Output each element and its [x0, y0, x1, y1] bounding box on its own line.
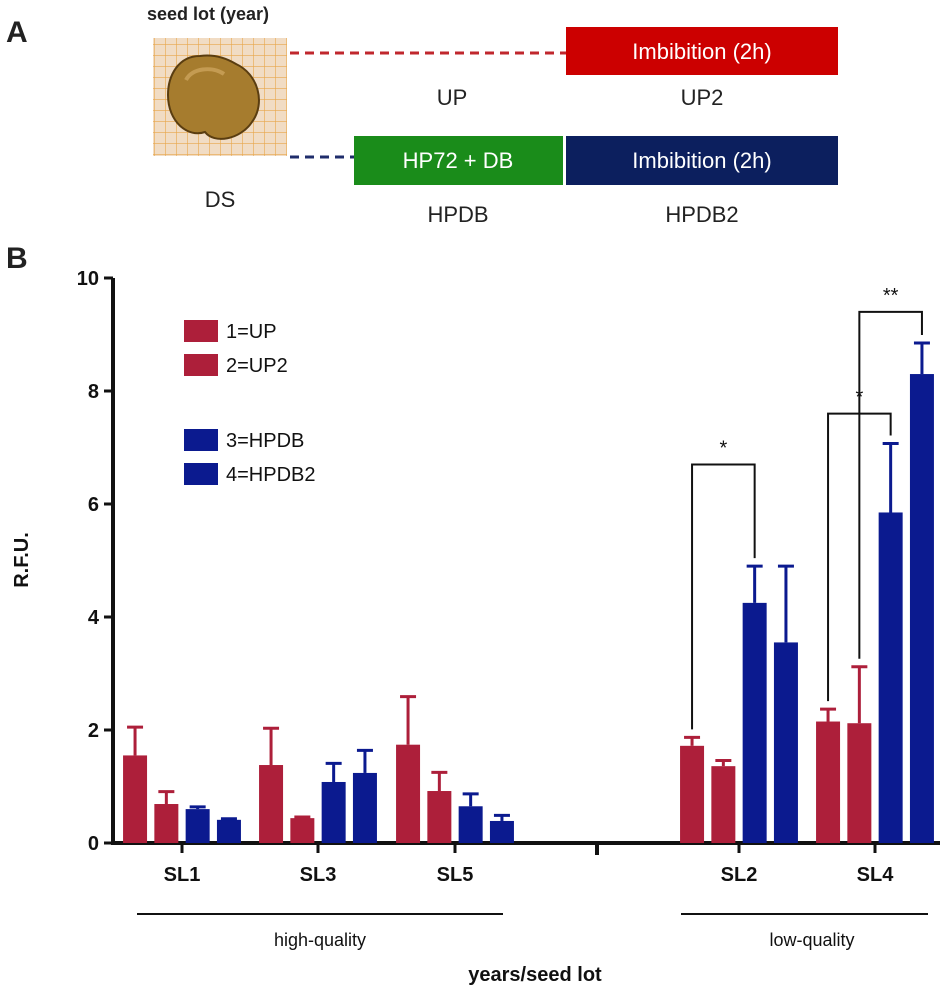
bracket-sl2-star: * — [719, 437, 727, 459]
up-bar — [680, 745, 705, 843]
hpdb2-bar — [352, 772, 377, 843]
ds-label: DS — [205, 187, 236, 212]
up-label: UP — [437, 85, 468, 110]
hpdb-bar — [878, 512, 903, 843]
hpdb-label: HPDB — [427, 202, 488, 227]
chart-axes — [111, 278, 940, 845]
up-bar — [396, 744, 421, 843]
y-axis-label: R.F.U. — [11, 532, 33, 588]
legend-swatch-up — [184, 320, 218, 342]
legend-swatch-hpdb2 — [184, 463, 218, 485]
x-tick-label: SL3 — [300, 864, 337, 886]
hp72-db-box — [354, 136, 563, 185]
panel-b-label: B — [6, 242, 28, 275]
y-tick-label: 4 — [88, 607, 100, 629]
up2-bar — [847, 723, 872, 843]
bracket-sl4-hpdb2-star: ** — [883, 285, 899, 307]
up2-label: UP2 — [681, 85, 724, 110]
bracket-sl4-hpdb2 — [858, 310, 923, 659]
legend-label-up: 1=UP — [226, 321, 277, 343]
x-tick-label: SL5 — [437, 864, 474, 886]
panel-a-label: A — [6, 16, 28, 49]
hpdb2-bar — [773, 642, 798, 843]
up2-bar — [154, 804, 179, 843]
imbibition-red-text: Imbibition (2h) — [632, 39, 771, 64]
seed-highlight — [184, 67, 226, 82]
hpdb2-bar — [489, 820, 514, 843]
hpdb2-bar — [909, 374, 934, 843]
legend-label-hpdb2: 4=HPDB2 — [226, 464, 316, 486]
chart-bars — [123, 341, 934, 843]
hpdb-bar — [321, 781, 346, 843]
high-quality-label: high-quality — [274, 930, 366, 950]
panel-a: A seed lot (year) DS Imbibition (2h) HP7… — [6, 4, 838, 227]
y-tick-label: 0 — [88, 833, 99, 855]
legend: 1=UP 2=UP2 3=HPDB 4=HPDB2 — [184, 320, 316, 486]
x-tick-label: SL4 — [857, 864, 895, 886]
up-bar — [816, 721, 841, 843]
chart-ticks: 0 2 4 6 8 10 SL1 SL3 SL5 SL2 SL4 — [77, 268, 894, 886]
seed-photo — [153, 38, 287, 156]
imbibition-red-box — [566, 27, 838, 75]
y-tick-label: 8 — [88, 381, 99, 403]
seed-lot-label: seed lot (year) — [147, 4, 269, 24]
low-quality-label: low-quality — [769, 930, 854, 950]
hpdb2-label: HPDB2 — [665, 202, 738, 227]
legend-label-up2: 2=UP2 — [226, 355, 288, 377]
x-tick-label: SL1 — [164, 864, 201, 886]
hpdb2-bar — [216, 819, 241, 843]
imbibition-blue-text: Imbibition (2h) — [632, 148, 771, 173]
y-tick-label: 6 — [88, 494, 99, 516]
y-tick-label: 10 — [77, 268, 99, 290]
up2-bar — [290, 818, 315, 843]
hpdb-bar — [742, 602, 767, 843]
legend-swatch-up2 — [184, 354, 218, 376]
x-tick-label: SL2 — [721, 864, 758, 886]
up2-bar — [427, 791, 452, 843]
hpdb-bar — [458, 806, 483, 843]
legend-swatch-hpdb — [184, 429, 218, 451]
up2-bar — [711, 766, 736, 843]
imbibition-blue-box — [566, 136, 838, 185]
up-bar — [259, 765, 284, 843]
up-bar — [123, 755, 148, 843]
bracket-sl2 — [691, 463, 756, 730]
hpdb-bar — [185, 809, 210, 843]
legend-label-hpdb: 3=HPDB — [226, 430, 304, 452]
significance-brackets: **** — [691, 285, 923, 730]
hp72-db-text: HP72 + DB — [403, 148, 514, 173]
y-tick-label: 2 — [88, 720, 99, 742]
x-axis-label: years/seed lot — [468, 964, 602, 986]
